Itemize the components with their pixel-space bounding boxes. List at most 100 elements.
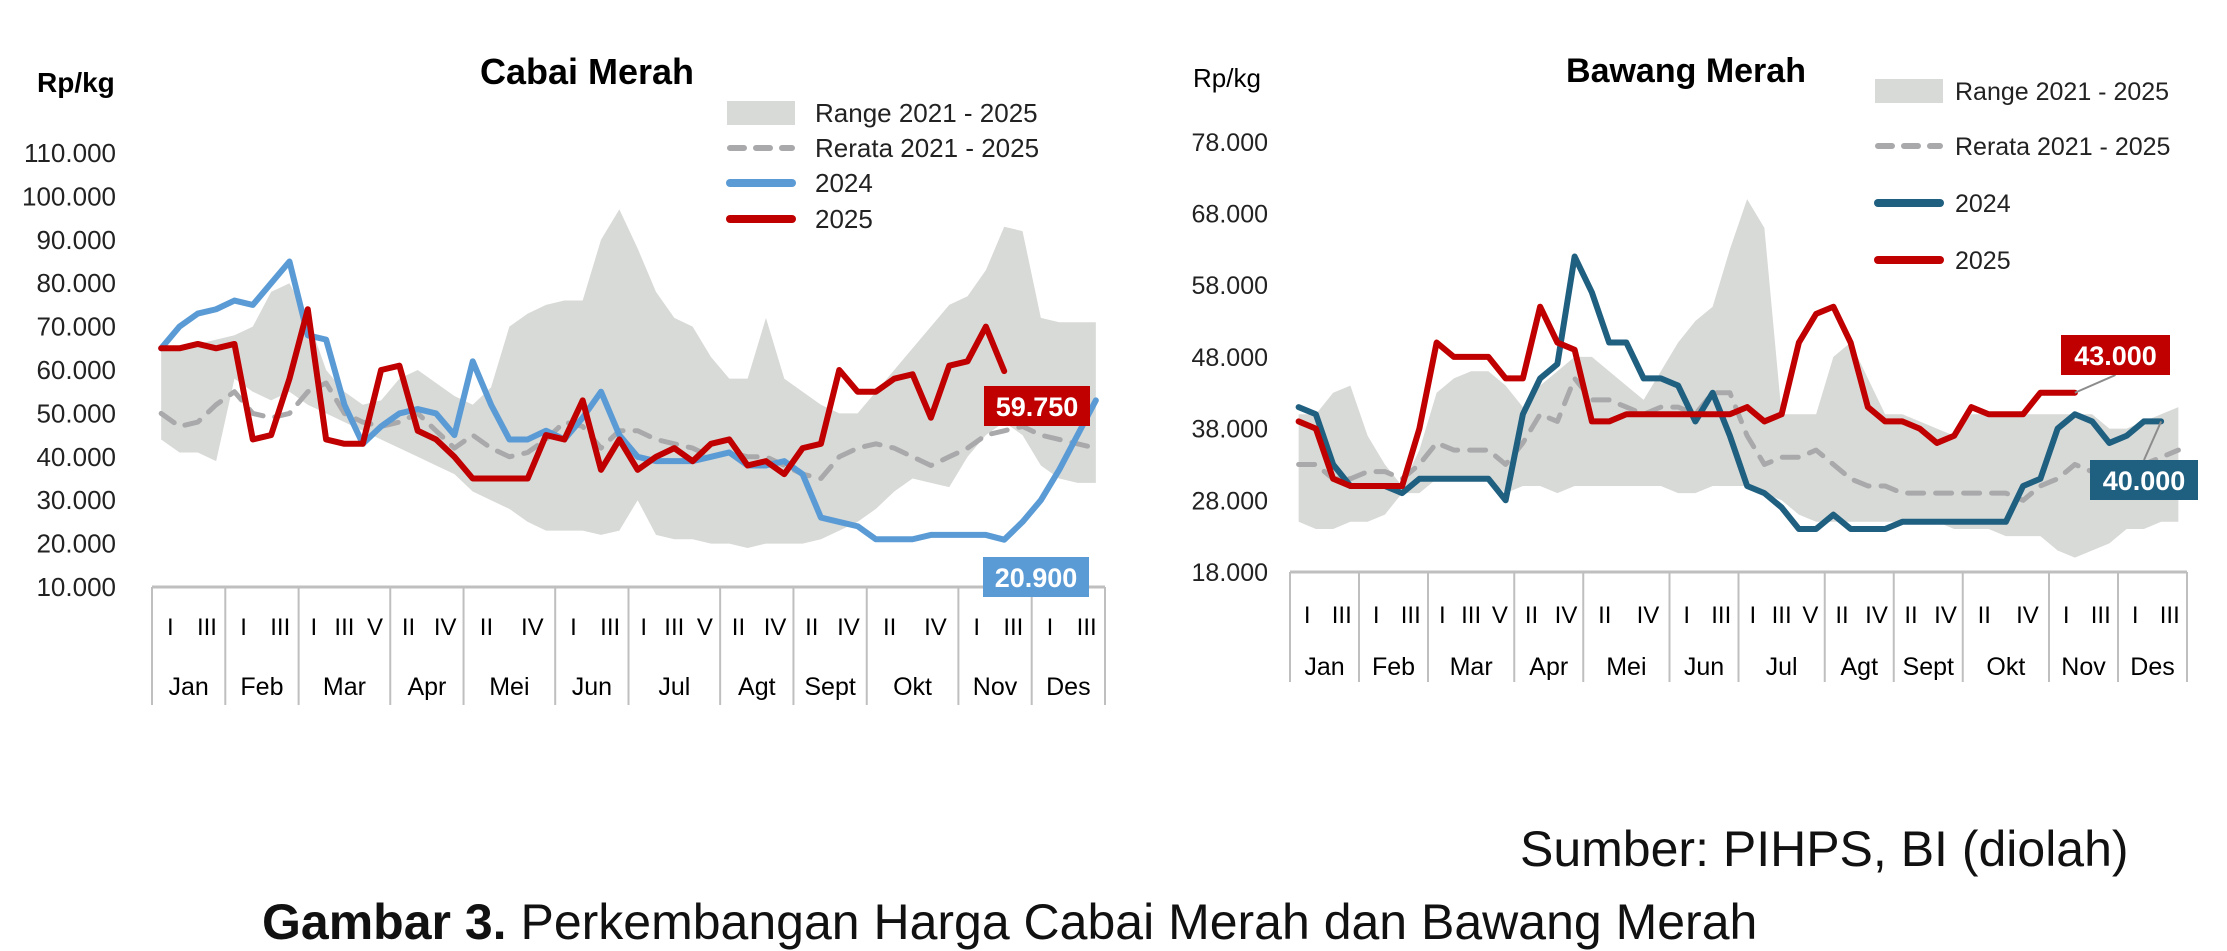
week-tick-label: IV: [764, 614, 787, 641]
series-line-2025: [1295, 303, 2078, 489]
week-tick-label: I: [1304, 602, 1311, 629]
month-label: Mei: [489, 673, 529, 701]
figure-caption: Gambar 3. Perkembangan Harga Cabai Merah…: [262, 893, 1757, 951]
legend-label: 2025: [1955, 247, 2011, 275]
caption-text: Perkembangan Harga Cabai Merah dan Bawan…: [520, 894, 1758, 950]
legend: Range 2021 - 2025 Rerata 2021 - 2025 2024 2…: [726, 98, 1039, 234]
chart-cabai-merah: Cabai Merah Rp/kg 10.000 20.000 30.000 40.000…: [22, 51, 1106, 705]
annotation-leader-line: [2143, 421, 2163, 461]
source-note: Sumber: PIHPS, BI (diolah): [1520, 821, 2129, 877]
range-area: [161, 209, 1096, 548]
y-tick-label: 38.000: [1192, 416, 1268, 444]
chart-title: Cabai Merah: [480, 51, 694, 92]
week-tick-label: IV: [521, 614, 544, 641]
month-label: Des: [2130, 653, 2174, 681]
week-tick-label: III: [1332, 602, 1352, 629]
y-tick-label: 40.000: [36, 442, 116, 472]
week-tick-label: I: [240, 614, 247, 641]
week-tick-label: III: [600, 614, 620, 641]
week-tick-label: I: [1683, 602, 1690, 629]
week-tick-label: II: [480, 614, 493, 641]
annotation-box: [2061, 335, 2170, 375]
y-tick-label: 78.000: [1192, 129, 1268, 157]
week-tick-label: III: [2160, 602, 2180, 629]
month-label: Mar: [1450, 653, 1493, 681]
y-tick-label: 30.000: [36, 485, 116, 515]
annotation-label: 20.900: [995, 563, 1078, 593]
week-tick-label: IV: [924, 614, 947, 641]
week-tick-label: III: [197, 614, 217, 641]
week-tick-label: II: [1598, 602, 1611, 629]
month-label: Nov: [2061, 653, 2106, 681]
y-tick-label: 90.000: [36, 225, 116, 255]
week-tick-label: III: [664, 614, 684, 641]
week-tick-label: III: [334, 614, 354, 641]
week-tick-label: III: [270, 614, 290, 641]
series-line-2024: [158, 258, 1099, 543]
month-label: Mei: [1606, 653, 1646, 681]
week-tick-label: I: [570, 614, 577, 641]
annotation-box: [984, 386, 1090, 426]
y-tick-label: 20.000: [36, 529, 116, 559]
month-label: Agt: [738, 673, 776, 701]
week-tick-label: II: [1904, 602, 1917, 629]
legend: Range 2021 - 2025 Rerata 2021 - 2025 2024 2…: [1874, 78, 2170, 275]
chart-bawang-merah: Bawang Merah Rp/kg 18.000 28.000 38.000 48.00…: [1192, 52, 2198, 682]
series-line-rerata-2021---2025: [1296, 375, 2181, 503]
chart-title: Bawang Merah: [1566, 52, 1806, 90]
week-tick-label: V: [1802, 602, 1818, 629]
month-label: Jul: [658, 673, 690, 701]
annotation-label: 59.750: [996, 392, 1079, 422]
range-area: [1298, 199, 2179, 558]
week-tick-label: II: [1525, 602, 1538, 629]
month-label: Nov: [973, 673, 1018, 701]
week-tick-label: IV: [434, 614, 457, 641]
week-tick-label: V: [1492, 602, 1508, 629]
month-label: Sept: [1903, 653, 1954, 681]
week-tick-label: III: [1077, 614, 1097, 641]
y-tick-label: 68.000: [1192, 201, 1268, 229]
annotation-label: 43.000: [2074, 341, 2157, 371]
legend-swatch-range: [1875, 79, 1943, 103]
week-tick-label: I: [311, 614, 318, 641]
week-tick-label: I: [1373, 602, 1380, 629]
month-label: Feb: [240, 673, 283, 701]
week-tick-label: II: [402, 614, 415, 641]
y-tick-label: 100.000: [22, 181, 116, 211]
week-tick-label: I: [973, 614, 980, 641]
annotation-box: [983, 557, 1089, 597]
week-tick-label: IV: [1637, 602, 1660, 629]
week-tick-label: III: [1003, 614, 1023, 641]
legend-label: Rerata 2021 - 2025: [1955, 133, 2170, 161]
month-label: Okt: [1986, 653, 2025, 681]
week-tick-label: I: [2063, 602, 2070, 629]
annotation-label: 40.000: [2103, 466, 2186, 496]
week-tick-label: I: [1750, 602, 1757, 629]
week-tick-label: II: [805, 614, 818, 641]
month-label: Jul: [1766, 653, 1798, 681]
y-tick-label: 18.000: [1192, 559, 1268, 587]
month-label: Mar: [323, 673, 366, 701]
legend-label: 2024: [1955, 190, 2011, 218]
week-tick-label: I: [167, 614, 174, 641]
month-label: Okt: [893, 673, 932, 701]
month-label: Apr: [1529, 653, 1568, 681]
week-tick-label: IV: [1865, 602, 1888, 629]
month-label: Des: [1046, 673, 1090, 701]
legend-label: Rerata 2021 - 2025: [815, 133, 1039, 163]
series-line-2025: [158, 306, 1008, 482]
week-tick-label: II: [732, 614, 745, 641]
week-tick-label: IV: [1555, 602, 1578, 629]
week-tick-label: I: [2132, 602, 2139, 629]
month-label: Feb: [1372, 653, 1415, 681]
legend-label: 2025: [815, 204, 873, 234]
week-tick-label: I: [1047, 614, 1054, 641]
week-tick-label: II: [883, 614, 896, 641]
week-tick-label: III: [1401, 602, 1421, 629]
month-label: Agt: [1840, 653, 1878, 681]
y-tick-label: 58.000: [1192, 272, 1268, 300]
y-tick-label: 80.000: [36, 268, 116, 298]
week-tick-label: I: [1439, 602, 1446, 629]
week-tick-label: III: [1461, 602, 1481, 629]
y-tick-label: 10.000: [36, 572, 116, 602]
